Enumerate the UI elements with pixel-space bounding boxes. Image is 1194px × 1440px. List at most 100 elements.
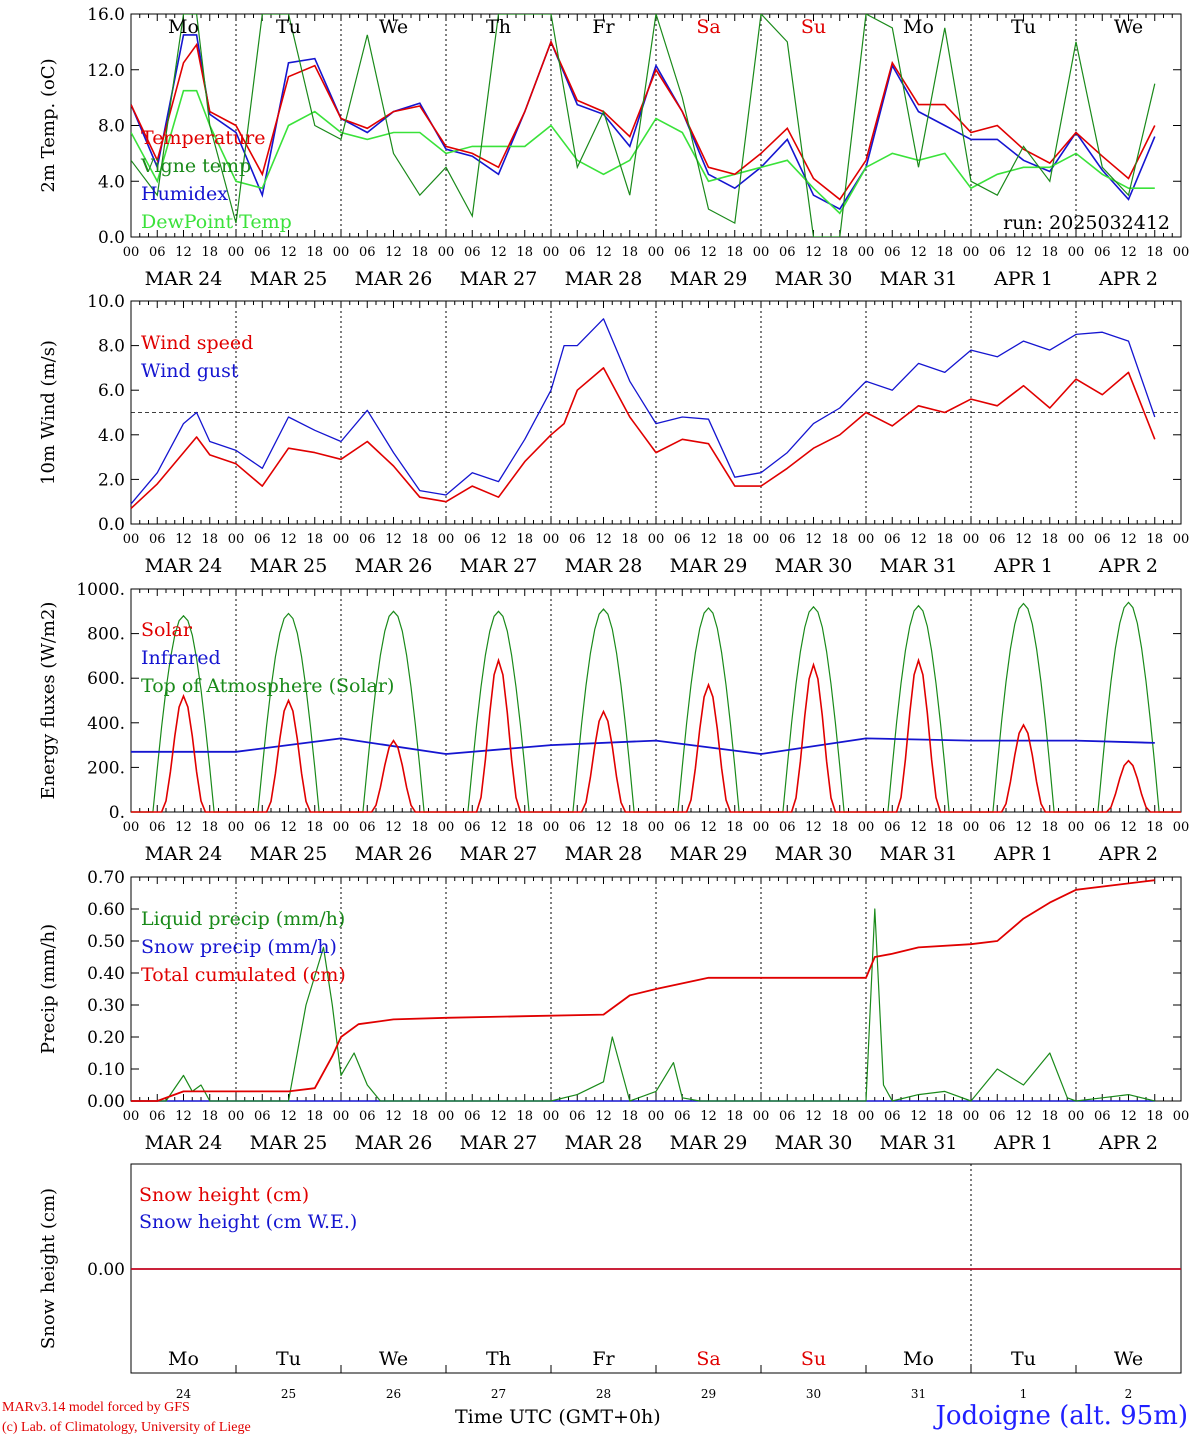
legend-total-cumulated-cm-: Total cumulated (cm) (141, 964, 346, 986)
date-label: MAR 26 (355, 1132, 433, 1154)
hour-tick-label: 18 (411, 820, 428, 835)
y-axis-label: Snow height (cm) (38, 1188, 59, 1349)
day-label-we: We (1114, 1348, 1143, 1370)
hour-tick-label: 18 (516, 1109, 533, 1124)
hour-tick-label: 18 (411, 532, 428, 547)
day-number-label: 25 (281, 1387, 296, 1401)
y-tick-label: 0.20 (87, 1028, 125, 1048)
hour-tick-label: 00 (438, 532, 455, 547)
series-temperature (131, 39, 1156, 201)
legend-snow-height-cm-w-e-: Snow height (cm W.E.) (139, 1211, 357, 1233)
hour-tick-label: 06 (674, 532, 691, 547)
day-number-label: 1 (1020, 1387, 1028, 1401)
day-label-we: We (379, 16, 408, 38)
hour-tick-label: 12 (1015, 245, 1032, 260)
hour-tick-label: 06 (359, 820, 376, 835)
hour-tick-label: 00 (858, 532, 875, 547)
hour-tick-label: 18 (936, 820, 953, 835)
hour-tick-label: 00 (1068, 1109, 1085, 1124)
hour-tick-label: 18 (1041, 820, 1058, 835)
hour-tick-label: 12 (490, 245, 507, 260)
hour-tick-label: 12 (175, 820, 192, 835)
date-label: APR 1 (993, 555, 1053, 577)
series-wind-speed (130, 367, 1156, 509)
hour-tick-label: 18 (201, 1109, 218, 1124)
hour-tick-label: 00 (963, 1109, 980, 1124)
date-label: MAR 31 (880, 268, 958, 290)
hour-tick-label: 18 (1146, 1109, 1163, 1124)
day-label-mo: Mo (168, 1348, 199, 1370)
y-tick-label: 600. (87, 669, 125, 689)
hour-tick-label: 00 (228, 1109, 245, 1124)
date-label: APR 2 (1098, 268, 1158, 290)
hour-tick-label: 12 (595, 245, 612, 260)
hour-tick-label: 12 (1120, 532, 1137, 547)
hour-tick-label: 00 (228, 532, 245, 547)
hour-tick-label: 00 (333, 820, 350, 835)
hour-tick-label: 18 (621, 1109, 638, 1124)
hour-tick-label: 00 (333, 245, 350, 260)
hour-tick-label: 12 (910, 820, 927, 835)
hour-tick-label: 12 (490, 532, 507, 547)
hour-tick-label: 12 (280, 532, 297, 547)
hour-tick-label: 18 (1146, 532, 1163, 547)
hour-tick-label: 00 (963, 532, 980, 547)
hour-tick-label: 00 (1068, 532, 1085, 547)
day-label-fr: Fr (592, 16, 615, 38)
hour-tick-label: 06 (569, 820, 586, 835)
hour-tick-label: 00 (648, 820, 665, 835)
date-label: MAR 25 (250, 1132, 328, 1154)
hour-tick-label: 12 (1120, 820, 1137, 835)
date-label: MAR 27 (460, 555, 538, 577)
date-label: APR 1 (993, 1132, 1053, 1154)
hour-tick-label: 00 (438, 245, 455, 260)
hour-tick-label: 12 (595, 532, 612, 547)
hour-tick-label: 12 (1015, 1109, 1032, 1124)
hour-tick-label: 18 (831, 1109, 848, 1124)
day-number-label: 27 (491, 1387, 506, 1401)
hour-tick-label: 06 (674, 245, 691, 260)
hour-tick-label: 12 (805, 820, 822, 835)
hour-tick-label: 12 (595, 820, 612, 835)
date-label: APR 1 (993, 268, 1053, 290)
hour-tick-label: 00 (228, 820, 245, 835)
hour-tick-label: 06 (359, 1109, 376, 1124)
hour-tick-label: 06 (254, 1109, 271, 1124)
hour-tick-label: 12 (910, 1109, 927, 1124)
hour-tick-label: 18 (306, 820, 323, 835)
hour-tick-label: 18 (621, 820, 638, 835)
hour-tick-label: 18 (306, 1109, 323, 1124)
hour-tick-label: 18 (306, 532, 323, 547)
y-tick-label: 0.00 (87, 1092, 125, 1112)
hour-tick-label: 12 (385, 245, 402, 260)
hour-tick-label: 00 (753, 245, 770, 260)
day-number-label: 31 (911, 1387, 926, 1401)
y-tick-label: 0.70 (87, 868, 125, 888)
y-tick-label: 4.0 (98, 172, 125, 192)
hour-tick-label: 12 (595, 1109, 612, 1124)
hour-tick-label: 18 (201, 532, 218, 547)
legend-dewpoint-temp: DewPoint Temp (141, 211, 292, 233)
hour-tick-label: 12 (490, 1109, 507, 1124)
hour-tick-label: 12 (700, 1109, 717, 1124)
day-label-mo: Mo (903, 1348, 934, 1370)
hour-tick-label: 12 (700, 820, 717, 835)
hour-tick-label: 12 (805, 1109, 822, 1124)
series-dewpoint-temp (131, 89, 1155, 215)
hour-tick-label: 12 (1015, 532, 1032, 547)
day-label-tu: Tu (276, 1348, 301, 1370)
legend-infrared: Infrared (141, 647, 221, 669)
hour-tick-label: 00 (858, 820, 875, 835)
hour-tick-label: 06 (149, 820, 166, 835)
hour-tick-label: 18 (411, 245, 428, 260)
date-label: MAR 30 (775, 268, 853, 290)
hour-tick-label: 06 (779, 820, 796, 835)
hour-tick-label: 00 (543, 532, 560, 547)
series-total-cumulated (131, 879, 1155, 1102)
y-axis-label: Energy fluxes (W/m2) (38, 602, 59, 800)
legend-snow-precip-mm-h-: Snow precip (mm/h) (141, 936, 337, 958)
hour-tick-label: 06 (1094, 1109, 1111, 1124)
date-label: MAR 29 (670, 268, 748, 290)
hour-tick-label: 00 (1068, 820, 1085, 835)
